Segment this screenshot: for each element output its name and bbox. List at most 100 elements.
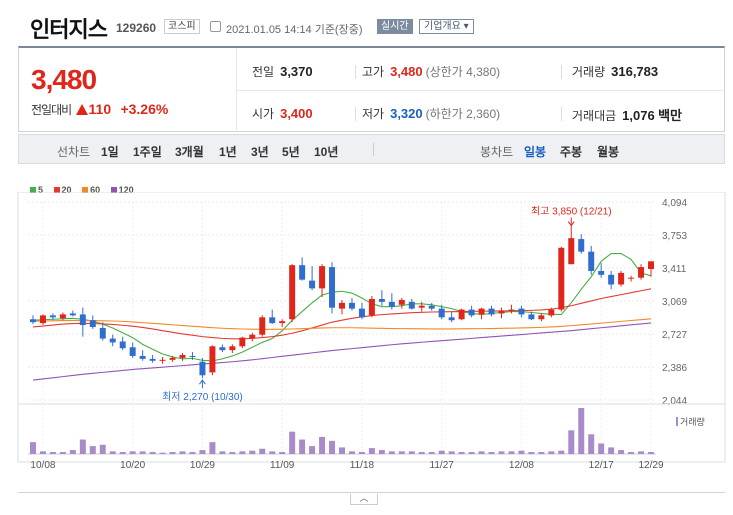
candle-body — [418, 305, 425, 308]
candle-body — [468, 309, 475, 316]
change-percent: +3.26% — [120, 101, 169, 117]
volume-bar — [89, 446, 96, 454]
chart-frame — [17, 192, 726, 463]
volume-bar — [229, 452, 236, 454]
candle-body — [99, 327, 106, 339]
change-amount: 110 — [88, 101, 112, 117]
volume-bar — [578, 408, 585, 454]
candle-body — [239, 337, 246, 347]
x-tick-label: 10/29 — [190, 460, 215, 471]
volume-bar — [598, 443, 605, 454]
quote-summary: 3,480 전일대비 110 +3.26% 전일 3,370 고가 3,480 (상한… — [18, 46, 725, 132]
candle-body — [378, 298, 385, 302]
candle-body — [638, 267, 645, 278]
candle-chart-label: 봉차트 — [480, 145, 514, 159]
x-tick-label: 10/20 — [120, 460, 145, 471]
volume-bar — [508, 451, 515, 454]
candle-body — [618, 272, 625, 285]
stock-code: 129260 — [116, 21, 157, 35]
volume-bar — [558, 450, 565, 454]
tab-10y[interactable]: 10년 — [314, 145, 339, 159]
candle-body — [488, 308, 495, 315]
candle-body — [259, 317, 266, 335]
candle-body — [319, 266, 326, 289]
calendar-icon — [210, 21, 221, 32]
candle-body — [478, 308, 485, 315]
candle-body — [588, 251, 595, 271]
volume-bar — [418, 452, 425, 454]
legend-ma5: 5 — [30, 185, 43, 195]
tab-3m[interactable]: 3개월 — [175, 145, 204, 159]
chart-tabbar: 선차트 1일 1주일 3개월 1년 3년 5년 10년 봉차트 일봉 주봉 월봉 — [18, 134, 725, 164]
legend-ma60: 60 — [82, 185, 100, 195]
tab-weekly[interactable]: 주봉 — [560, 145, 583, 159]
max-annotation: 최고 3,850 (12/21) — [531, 206, 612, 218]
legend-swatch — [110, 187, 117, 193]
volume-bar — [139, 451, 146, 454]
candle-body — [179, 354, 186, 358]
tab-5y[interactable]: 5년 — [282, 145, 300, 159]
tab-1w[interactable]: 1주일 — [133, 145, 162, 159]
volume-bar — [378, 450, 385, 454]
separator — [355, 65, 356, 79]
candle-body — [339, 302, 345, 309]
candle-body — [269, 317, 276, 324]
candle-body — [289, 265, 296, 320]
volume-bar — [588, 434, 595, 454]
market-badge: 코스피 — [164, 19, 200, 34]
candle-body — [348, 302, 355, 309]
volume-bar — [59, 452, 66, 454]
current-price: 3,480 — [31, 64, 97, 95]
volume-bar — [289, 431, 296, 454]
tab-3y[interactable]: 3년 — [251, 145, 269, 159]
volume-bar — [169, 452, 176, 454]
change-label: 전일대비 — [31, 103, 72, 117]
tab-1d[interactable]: 1일 — [101, 145, 119, 159]
volume-bar — [448, 451, 455, 454]
y-tick-label: 2,044 — [662, 396, 687, 407]
volume-bar — [309, 446, 316, 454]
separator — [561, 107, 562, 121]
ma-line-20 — [32, 288, 652, 340]
chart-bottom-border — [18, 492, 725, 493]
stock-chart[interactable]: 4,094 3,753 3,411 3,069 2,727 2,386 2,044 10/08… — [0, 192, 733, 492]
volume-bar — [189, 452, 196, 454]
candle-body — [329, 267, 336, 308]
volume-bar — [348, 451, 355, 454]
candle-body — [568, 238, 575, 265]
candle-body — [249, 334, 256, 339]
candle-body — [309, 280, 316, 289]
volume-bar — [119, 452, 126, 454]
candle-body — [438, 308, 445, 318]
company-overview-button[interactable]: 기업개요 ▾ — [419, 19, 474, 34]
candle-body — [408, 301, 415, 309]
ma-line-5 — [32, 253, 652, 362]
candle-body — [109, 338, 116, 343]
volume-bar — [548, 451, 555, 454]
candle-body — [279, 321, 286, 324]
max-arrow-head — [567, 221, 575, 227]
realtime-button[interactable]: 실시간 — [377, 19, 413, 34]
volume-bar — [458, 452, 465, 454]
ma-line-120 — [32, 322, 652, 381]
candle-body — [508, 309, 515, 311]
low-price: 저가 3,320 (하한가 2,360) — [362, 106, 501, 121]
candle-body — [29, 319, 36, 323]
tab-monthly[interactable]: 월봉 — [597, 145, 620, 159]
collapse-chart-button[interactable]: ︿ — [350, 494, 378, 505]
tab-1y[interactable]: 1년 — [219, 145, 237, 159]
y-tick-label: 2,727 — [662, 330, 687, 341]
volume-bar — [398, 451, 405, 454]
volume-bar — [339, 447, 345, 454]
candle-body — [448, 317, 455, 321]
ma-legend: 5 20 60 120 — [30, 185, 142, 195]
tab-daily[interactable]: 일봉 — [524, 145, 547, 159]
volume-label: 거래량 — [680, 416, 705, 427]
stock-header: 인터지스 129260 코스피 2021.01.05 14:14 기준(장중) … — [0, 0, 733, 46]
legend-swatch — [82, 187, 89, 193]
candle-body — [229, 346, 236, 351]
y-tick-label: 3,411 — [662, 264, 687, 275]
volume-bar — [149, 452, 156, 454]
volume-bar — [518, 450, 525, 454]
candle-body — [139, 355, 146, 359]
